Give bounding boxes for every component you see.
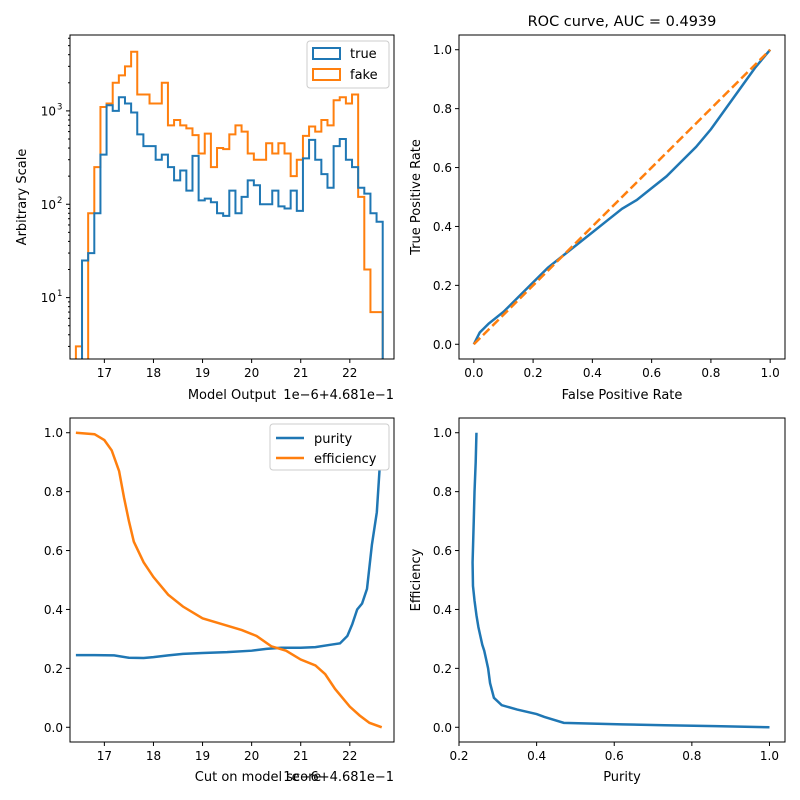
legend-fake-label: fake <box>350 68 378 83</box>
histogram-legend: true fake <box>306 40 390 89</box>
roc-ytick-label: 0.2 <box>433 279 452 293</box>
cut-ytick-label: 0.0 <box>44 721 63 735</box>
eff-purity-ytick-label: 0.2 <box>433 662 452 676</box>
histogram-xtick-label: 22 <box>342 366 357 380</box>
roc-diagonal-line <box>472 48 772 346</box>
histogram-series-fake <box>74 50 384 359</box>
legend-efficiency-label: efficiency <box>314 452 377 467</box>
roc-xtick-label: 0.4 <box>583 366 602 380</box>
cut-ytick-label: 1.0 <box>44 426 63 440</box>
eff-purity-ytick-label: 0.0 <box>433 721 452 735</box>
legend-fake-swatch <box>312 68 341 81</box>
roc-axes-frame <box>458 34 786 360</box>
histogram-ytick-label: 10 <box>41 104 56 118</box>
histogram-ylabel: Arbitrary Scale <box>15 149 30 246</box>
eff-purity-xtick-label: 0.8 <box>682 749 701 763</box>
legend-purity-label: purity <box>314 432 353 447</box>
roc-ytick-label: 0.6 <box>433 161 452 175</box>
histogram-axes-frame <box>69 34 395 360</box>
cut-offset-label: 1e−6+4.681e−1 <box>283 770 394 785</box>
histogram-xlabel: Model Output <box>188 388 276 403</box>
roc-ytick-label: 0.0 <box>433 338 452 352</box>
eff-purity-ytick-label: 1.0 <box>433 426 452 440</box>
roc-ytick-label: 0.4 <box>433 220 452 234</box>
cut-xtick-label: 20 <box>244 749 259 763</box>
legend-true-label: true <box>350 47 377 62</box>
histogram-ytick-label: 10 <box>41 291 56 305</box>
cut-ytick-label: 0.2 <box>44 662 63 676</box>
histogram-xtick-label: 19 <box>195 366 210 380</box>
eff-purity-panel: 0.2 0.4 0.6 0.8 1.0 0.0 0.2 0.4 0.6 0.8 1.0 Purity… <box>409 417 786 785</box>
cut-ytick-label: 0.6 <box>44 544 63 558</box>
histogram-ytick-exponent: 3 <box>57 102 62 112</box>
cut-axes-frame <box>69 417 395 743</box>
histogram-ytick-exponent: 1 <box>57 289 62 299</box>
eff-purity-curve-line <box>471 432 770 729</box>
histogram-offset-label: 1e−6+4.681e−1 <box>283 388 394 403</box>
histogram-ytick-label: 10 <box>41 198 56 212</box>
roc-xlabel: False Positive Rate <box>562 388 683 403</box>
eff-purity-xlabel: Purity <box>603 770 641 785</box>
eff-purity-xtick-label: 1.0 <box>760 749 779 763</box>
eff-purity-xtick-label: 0.4 <box>527 749 546 763</box>
roc-xtick-label: 0.0 <box>464 366 483 380</box>
roc-xtick-label: 0.8 <box>701 366 720 380</box>
cut-xlabel: Cut on model score <box>195 770 321 785</box>
eff-purity-xtick-label: 0.2 <box>449 749 468 763</box>
roc-xtick-label: 1.0 <box>761 366 780 380</box>
roc-panel: ROC curve, AUC = 0.4939 0.0 0.2 0.4 0.6 0.8 1… <box>409 14 786 403</box>
cut-series-efficiency <box>75 431 383 729</box>
cut-panel: 17 18 19 20 21 22 0.0 0.2 0.4 0.6 0.8 1.0 Cut on mo… <box>44 417 395 785</box>
cut-xtick-label: 19 <box>195 749 210 763</box>
legend-true-swatch <box>312 47 341 60</box>
eff-purity-xtick-label: 0.6 <box>605 749 624 763</box>
roc-ylabel: True Positive Rate <box>409 139 424 256</box>
cut-xtick-label: 18 <box>146 749 161 763</box>
cut-ytick-label: 0.8 <box>44 485 63 499</box>
histogram-xtick-label: 17 <box>97 366 112 380</box>
histogram-xtick-label: 20 <box>244 366 259 380</box>
cut-xtick-label: 21 <box>293 749 308 763</box>
eff-purity-ylabel: Efficiency <box>409 548 424 611</box>
histogram-xtick-label: 21 <box>293 366 308 380</box>
cut-series-purity <box>75 432 383 660</box>
eff-purity-ytick-label: 0.8 <box>433 485 452 499</box>
cut-legend: purity efficiency <box>269 423 390 471</box>
cut-xtick-label: 17 <box>97 749 112 763</box>
roc-xtick-label: 0.6 <box>642 366 661 380</box>
roc-ytick-label: 1.0 <box>433 43 452 57</box>
histogram-xtick-label: 18 <box>146 366 161 380</box>
roc-curve-line <box>472 48 772 345</box>
eff-purity-axes-frame <box>458 417 786 743</box>
eff-purity-ytick-label: 0.6 <box>433 544 452 558</box>
roc-xtick-label: 0.2 <box>524 366 543 380</box>
cut-ytick-label: 0.4 <box>44 603 63 617</box>
histogram-ytick-exponent: 2 <box>57 196 62 206</box>
cut-xtick-label: 22 <box>342 749 357 763</box>
histogram-series-true <box>81 96 384 359</box>
eff-purity-ytick-label: 0.4 <box>433 603 452 617</box>
roc-ytick-label: 0.8 <box>433 102 452 116</box>
roc-title: ROC curve, AUC = 0.4939 <box>528 14 717 30</box>
histogram-legend-box <box>306 40 390 89</box>
